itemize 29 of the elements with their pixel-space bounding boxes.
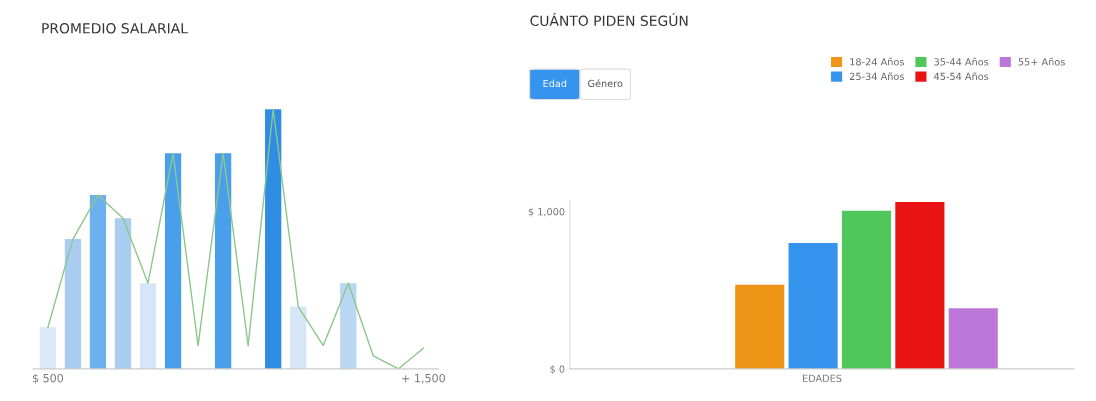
bar xyxy=(39,327,57,369)
chart-title: PROMEDIO SALARIAL xyxy=(42,23,188,34)
y-tick-label: $ 1,000 xyxy=(528,207,565,217)
bar xyxy=(948,308,998,369)
bar xyxy=(214,153,232,369)
bar xyxy=(265,109,282,369)
legend-label: 25-34 Años xyxy=(849,72,904,81)
text: Edad xyxy=(543,79,567,88)
bar xyxy=(139,283,157,369)
bar xyxy=(89,194,107,369)
bar xyxy=(64,239,82,369)
bar xyxy=(788,243,838,369)
bar xyxy=(895,202,945,369)
bar xyxy=(841,210,892,369)
legend-label: 45-54 Años xyxy=(934,72,989,81)
legend-label: 35-44 Años xyxy=(934,57,989,66)
x-tick-label: + 1,500 xyxy=(402,373,445,384)
chart-title: CUÁNTO PIDEN SEGÚN xyxy=(530,12,688,27)
bar xyxy=(340,283,357,369)
x-tick-label: $ 500 xyxy=(32,373,64,384)
bar xyxy=(735,284,785,369)
bar xyxy=(164,153,182,369)
bar xyxy=(290,306,307,369)
legend-label: 18-24 Años xyxy=(850,57,904,66)
legend-label: 55+ Años xyxy=(1018,57,1065,66)
x-axis-title: EDADES xyxy=(803,374,842,382)
bar xyxy=(114,218,132,369)
y-tick-label: $ 0 xyxy=(550,365,565,375)
text: Género xyxy=(588,79,623,88)
